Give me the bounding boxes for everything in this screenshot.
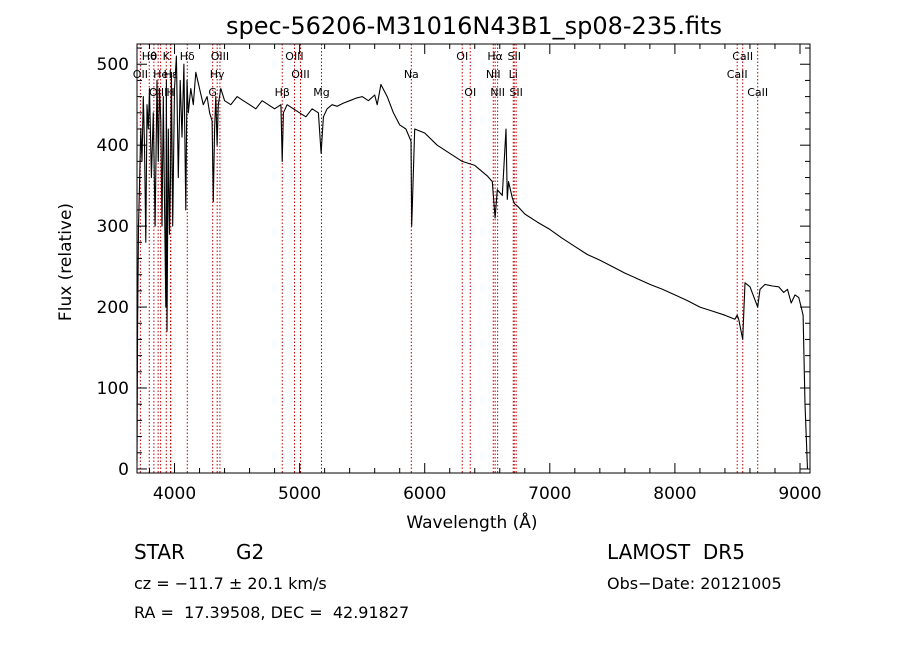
x-tick-label: 7000 xyxy=(528,484,571,504)
y-axis-ticks: 0 100 200 300 400 500 xyxy=(97,47,810,480)
x-tick-label: 4000 xyxy=(153,484,196,504)
coordinates: RA = 17.39508, DEC = 42.91827 xyxy=(134,603,410,622)
line-marker-label: SII xyxy=(509,86,522,99)
line-marker-label: Hα xyxy=(487,50,503,63)
spectrum-line xyxy=(136,55,809,470)
x-axis-ticks: 4000 5000 6000 7000 8000 9000 xyxy=(149,44,822,504)
x-tick-label: 6000 xyxy=(403,484,446,504)
line-marker-label: NII xyxy=(486,68,501,81)
redshift-cz: cz = −11.7 ± 20.1 km/s xyxy=(134,574,327,593)
x-tick-label: 8000 xyxy=(653,484,696,504)
line-marker-label: Li xyxy=(509,68,518,81)
y-tick-label: 400 xyxy=(97,136,129,156)
line-marker-label: θ xyxy=(151,50,158,63)
line-marker-label: Hδ xyxy=(180,50,195,63)
line-marker-label: G xyxy=(208,86,217,99)
y-tick-label: 100 xyxy=(97,379,129,399)
line-marker-label: CaII xyxy=(732,50,753,63)
line-marker-label: Hθ xyxy=(142,50,157,63)
line-marker-label: Hε xyxy=(164,68,178,81)
line-marker-label: CaII xyxy=(747,86,768,99)
line-markers xyxy=(139,44,759,473)
line-marker-label: H xyxy=(166,86,174,99)
line-marker-label: CaII xyxy=(727,68,748,81)
line-marker-label: He xyxy=(153,68,168,81)
y-axis-label: Flux (relative) xyxy=(56,203,76,321)
line-marker-label: OII xyxy=(133,68,148,81)
line-marker-label: SII xyxy=(508,50,521,63)
y-tick-label: 0 xyxy=(118,460,129,480)
y-tick-label: 300 xyxy=(97,217,129,237)
line-marker-label: Na xyxy=(404,68,419,81)
line-marker-label: OI xyxy=(456,50,468,63)
line-marker-label: Hβ xyxy=(275,86,290,99)
object-subclass: G2 xyxy=(236,540,265,564)
object-class: STAR xyxy=(134,540,185,564)
x-axis-label: Wavelength (Å) xyxy=(406,511,537,533)
line-marker-label: OIII xyxy=(149,86,167,99)
line-marker-label: OIII xyxy=(291,68,309,81)
line-marker-label: Hγ xyxy=(210,68,225,81)
plot-frame xyxy=(136,43,811,474)
chart-title: spec-56206-M31016N43B1_sp08-235.fits xyxy=(226,12,722,40)
line-marker-label: OIII xyxy=(211,50,229,63)
obs-date: Obs−Date: 20121005 xyxy=(607,574,782,593)
line-marker-label: OIII xyxy=(285,50,303,63)
line-marker-label: NII xyxy=(490,86,505,99)
x-tick-label: 5000 xyxy=(278,484,321,504)
line-marker-label: Mg xyxy=(313,86,329,99)
x-tick-label: 9000 xyxy=(778,484,821,504)
y-tick-label: 500 xyxy=(97,55,129,75)
line-marker-label: OI xyxy=(464,86,476,99)
y-tick-label: 200 xyxy=(97,298,129,318)
line-marker-label: K xyxy=(163,50,171,63)
survey-name: LAMOST DR5 xyxy=(607,540,745,564)
